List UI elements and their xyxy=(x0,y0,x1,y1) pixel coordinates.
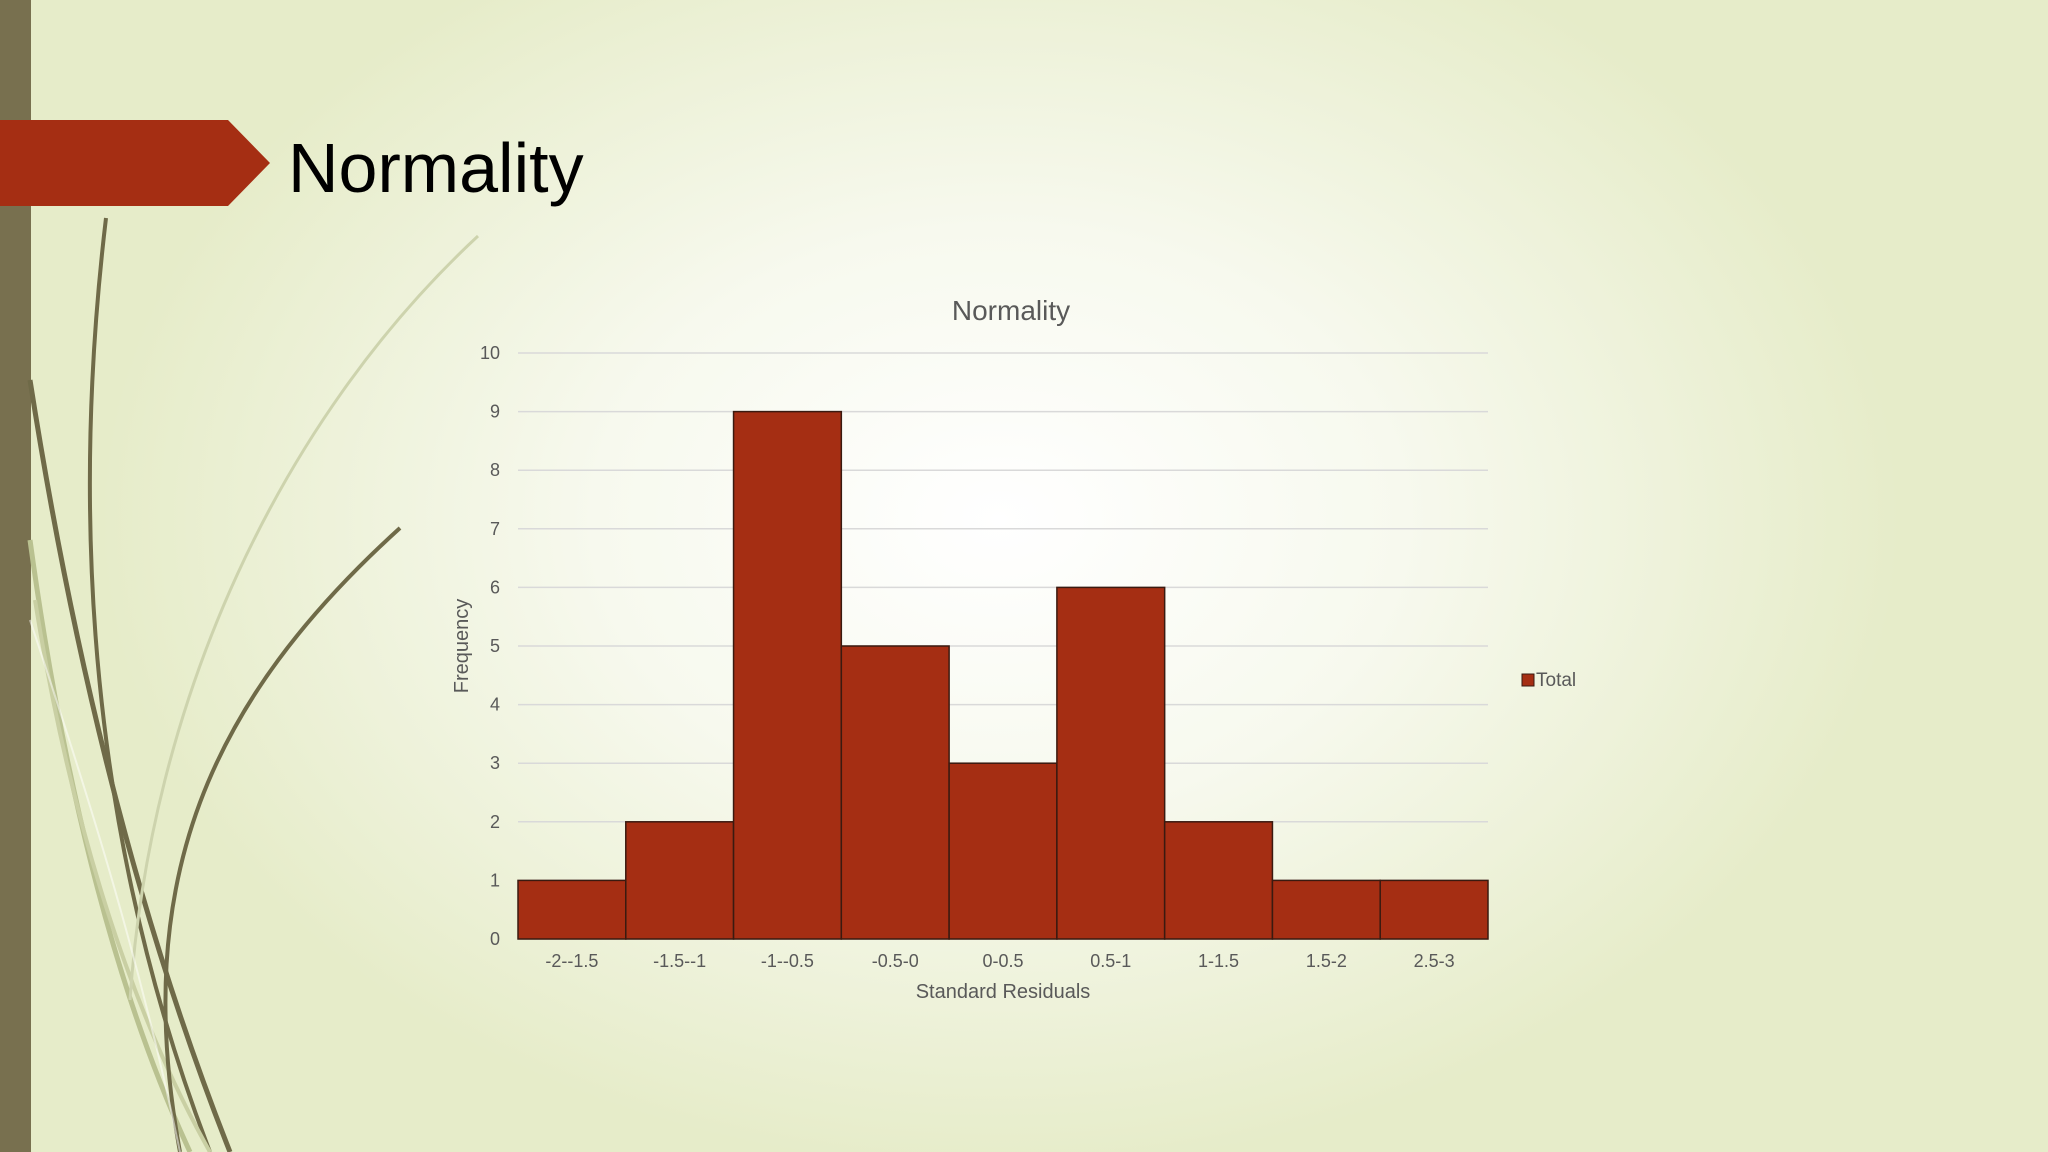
y-tick-label: 8 xyxy=(490,460,500,480)
x-tick-labels: -2--1.5 -1.5--1 -1--0.5 -0.5-0 0-0.5 0.5-1 1-1… xyxy=(545,951,1454,971)
x-tick-label: 1-1.5 xyxy=(1198,951,1239,971)
legend: Total xyxy=(1521,670,1576,691)
y-axis-title: Frequency xyxy=(451,599,473,694)
legend-label-total: Total xyxy=(1536,670,1576,691)
y-tick-label: 10 xyxy=(480,343,500,363)
slide-title: Normality xyxy=(288,129,584,207)
bar-0-0.5 xyxy=(948,762,1058,940)
x-tick-label: -2--1.5 xyxy=(545,951,598,971)
legend-swatch xyxy=(1521,673,1535,687)
bar-1-1.5 xyxy=(1163,821,1274,940)
y-tick-label: 3 xyxy=(490,753,500,773)
bar--2--1.5 xyxy=(517,879,627,940)
y-tick-label: 9 xyxy=(490,402,500,422)
y-tick-label: 0 xyxy=(490,929,500,949)
y-tick-label: 4 xyxy=(490,695,500,715)
bar--0.5-0 xyxy=(840,645,950,940)
y-tick-label: 5 xyxy=(490,636,500,656)
x-tick-label: -1--0.5 xyxy=(761,951,814,971)
y-tick-label: 1 xyxy=(490,870,500,890)
bar-1.5-2 xyxy=(1271,879,1381,940)
x-axis-title: Standard Residuals xyxy=(916,981,1091,1003)
title-banner-arrow xyxy=(0,120,270,206)
x-tick-label: 0.5-1 xyxy=(1090,951,1131,971)
chart-bars xyxy=(517,410,1489,940)
y-tick-labels: 0 1 2 3 4 5 6 7 8 9 10 xyxy=(480,343,500,949)
x-tick-label: 1.5-2 xyxy=(1306,951,1347,971)
y-tick-label: 2 xyxy=(490,812,500,832)
bar-0.5-1 xyxy=(1056,586,1166,940)
x-tick-label: -1.5--1 xyxy=(653,951,706,971)
y-tick-label: 6 xyxy=(490,577,500,597)
y-tick-label: 7 xyxy=(490,519,500,539)
bar--1.5--1 xyxy=(625,821,735,940)
chart-title: Normality xyxy=(952,295,1070,326)
x-tick-label: 2.5-3 xyxy=(1414,951,1455,971)
bar--1--0.5 xyxy=(732,410,843,940)
x-tick-label: 0-0.5 xyxy=(982,951,1023,971)
decorative-grass-strokes xyxy=(27,217,480,1152)
x-tick-label: -0.5-0 xyxy=(872,951,919,971)
bar-2.5-3 xyxy=(1379,879,1489,940)
